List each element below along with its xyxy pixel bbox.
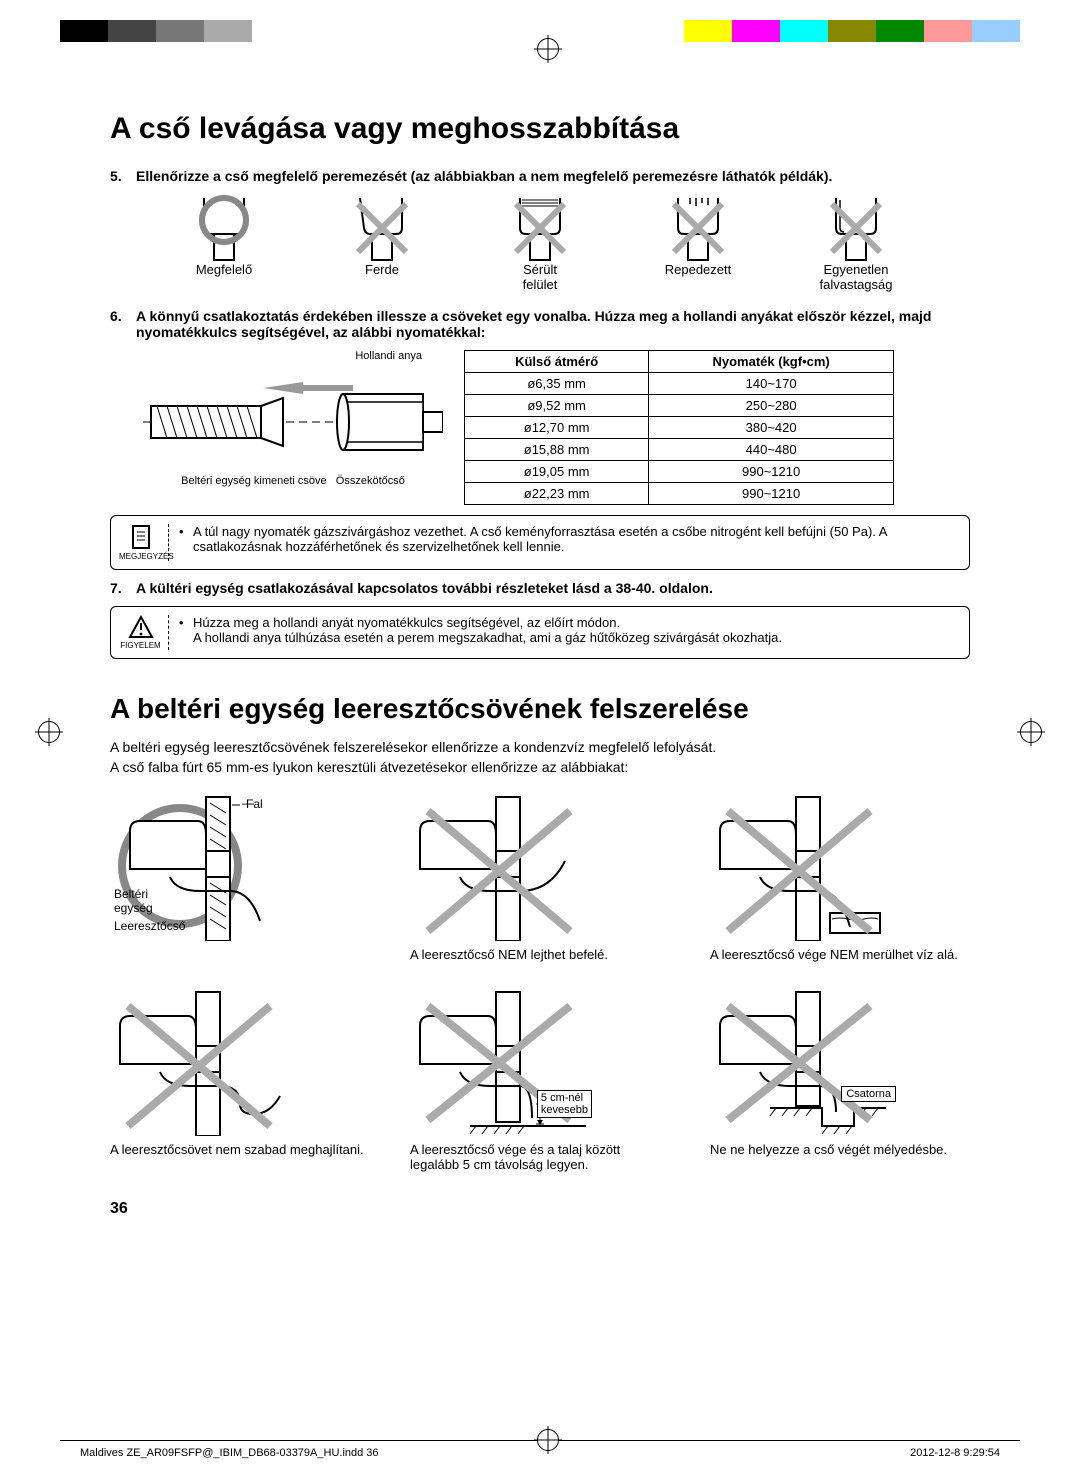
note-text: A túl nagy nyomaték gázszivárgáshoz veze… (193, 524, 957, 554)
warning-line1: Húzza meg a hollandi anyát nyomatékkulcs… (193, 615, 620, 630)
drain-hose-label: Leeresztőcső (114, 919, 185, 933)
drain-examples-grid: ― Fal Beltéri egység Leeresztőcső (110, 791, 970, 1172)
drain-fig-gap: 5 cm-nél kevesebb A leeresztőcső vége és… (410, 986, 670, 1172)
flare-damaged: Sérült felület (485, 194, 595, 292)
print-color-bar (60, 20, 1020, 42)
table-row: ø22,23 mm990~1210 (465, 483, 894, 505)
drain-fig-bend: A leeresztőcsövet nem szabad meghajlítan… (110, 986, 370, 1172)
warning-line2: A hollandi anya túlhúzása esetén a perem… (179, 630, 957, 645)
connection-pipe-label: Összekötőcső (336, 475, 405, 487)
step-number: 5. (110, 168, 136, 184)
table-row: ø6,35 mm140~170 (465, 373, 894, 395)
step-number: 7. (110, 580, 136, 596)
flare-uneven-label: Egyenetlen falvastagság (801, 262, 911, 292)
drain-fig-slope: A leeresztőcső NEM lejthet befelé. (410, 791, 670, 962)
step-number: 6. (110, 308, 136, 340)
drain-caption-5: A leeresztőcső vége és a talaj között le… (410, 1142, 670, 1172)
step-7: 7. A kültéri egység csatlakozásával kapc… (110, 580, 970, 596)
heading-1: A cső levágása vagy meghosszabbítása (110, 112, 970, 146)
intro-2a: A beltéri egység leeresztőcsövének felsz… (110, 739, 970, 755)
flare-ok: Megfelelő (169, 194, 279, 292)
ditch-label: Csatorna (841, 1086, 896, 1102)
flare-damaged-label: Sérült felület (485, 262, 595, 292)
registration-mark-left (38, 721, 60, 743)
flare-nut-label: Hollandi anya (140, 350, 446, 362)
heading-2: A beltéri egység leeresztőcsövének felsz… (110, 693, 970, 725)
drain-caption-3: A leeresztőcső vége NEM merülhet víz alá… (710, 947, 970, 962)
torque-table: Külső átmérő Nyomaték (kgf•cm) ø6,35 mm1… (464, 350, 894, 505)
table-row: ø15,88 mm440~480 (465, 439, 894, 461)
registration-mark-right (1020, 721, 1042, 743)
drain-caption-2: A leeresztőcső NEM lejthet befelé. (410, 947, 670, 962)
table-row: ø19,05 mm990~1210 (465, 461, 894, 483)
table-row: ø12,70 mm380~420 (465, 417, 894, 439)
flare-cracked: Repedezett (643, 194, 753, 292)
flare-cracked-label: Repedezett (643, 262, 753, 277)
flare-examples-row: Megfelelő Ferde Sérült felület (110, 194, 970, 292)
print-footer: Maldives ZE_AR09FSFP@_IBIM_DB68-03379A_H… (60, 1440, 1020, 1477)
drain-fig-ditch: Csatorna Ne ne helyezze a cső végét mély… (710, 986, 970, 1172)
warning-icon: FIGYELEM (119, 615, 169, 650)
outlet-pipe-label: Beltéri egység kimeneti csöve (181, 475, 327, 487)
drain-fig-ok: ― Fal Beltéri egység Leeresztőcső (110, 791, 370, 962)
intro-2b: A cső falba fúrt 65 mm-es lyukon kereszt… (110, 759, 970, 775)
note-label: MEGJEGYZÉS (119, 552, 174, 561)
drain-fig-water: A leeresztőcső vége NEM merülhet víz alá… (710, 791, 970, 962)
wall-label: Fal (246, 797, 263, 811)
table-row: ø9,52 mm250~280 (465, 395, 894, 417)
step-6: 6. A könnyű csatlakoztatás érdekében ill… (110, 308, 970, 340)
footer-filename: Maldives ZE_AR09FSFP@_IBIM_DB68-03379A_H… (80, 1447, 379, 1459)
flare-inclined-label: Ferde (327, 262, 437, 277)
drain-caption-6: Ne ne helyezze a cső végét mélyedésbe. (710, 1142, 970, 1157)
page-number: 36 (110, 1200, 970, 1218)
table-header-torque: Nyomaték (kgf•cm) (649, 351, 894, 373)
note-box: MEGJEGYZÉS •A túl nagy nyomaték gázszivá… (110, 515, 970, 570)
registration-mark-bottom (537, 1429, 559, 1451)
note-icon: MEGJEGYZÉS (119, 524, 169, 561)
step-5: 5. Ellenőrizze a cső megfelelő peremezés… (110, 168, 970, 184)
pipe-connection-diagram: Hollandi anya (140, 350, 446, 505)
warning-box: FIGYELEM •Húzza meg a hollandi anyát nyo… (110, 606, 970, 659)
flare-uneven: Egyenetlen falvastagság (801, 194, 911, 292)
indoor-unit-label: Beltéri egység (114, 887, 153, 915)
flare-ok-label: Megfelelő (169, 262, 279, 277)
flare-inclined: Ferde (327, 194, 437, 292)
drain-caption-4: A leeresztőcsövet nem szabad meghajlítan… (110, 1142, 370, 1157)
footer-timestamp: 2012-12-8 9:29:54 (910, 1447, 1000, 1459)
table-header-diameter: Külső átmérő (465, 351, 649, 373)
gap-5cm-label: 5 cm-nél kevesebb (537, 1090, 592, 1118)
warning-label: FIGYELEM (120, 641, 160, 650)
